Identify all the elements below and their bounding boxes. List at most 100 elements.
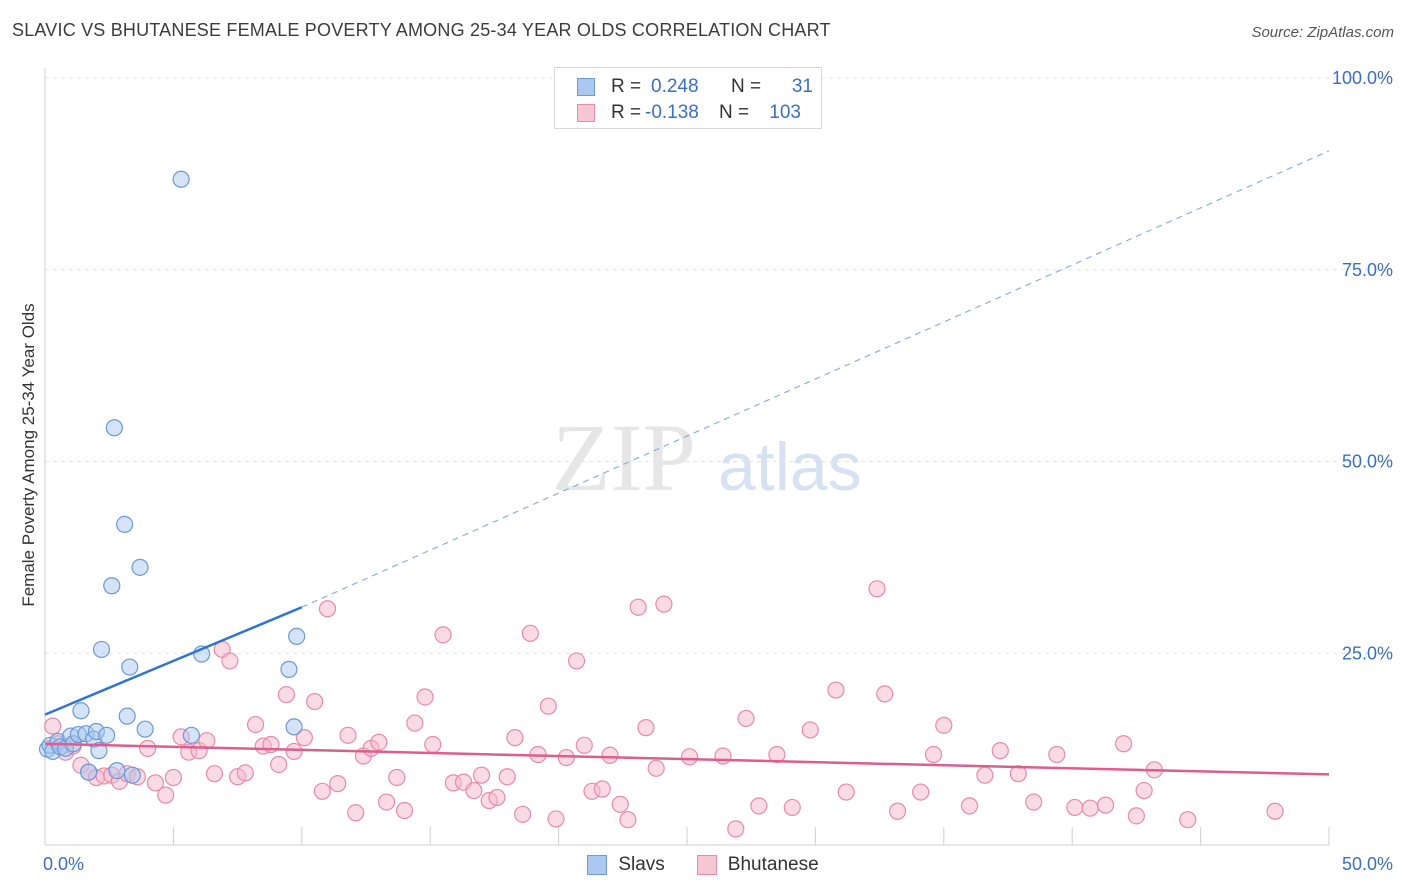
watermark-zip: ZIP <box>552 404 696 511</box>
bhutanese-point <box>434 626 452 644</box>
slavs-point <box>288 627 306 645</box>
bhutanese-point <box>714 747 732 765</box>
bhutanese-point <box>567 652 586 670</box>
slavs-point <box>103 577 121 595</box>
series-legend: Slavs Bhutanese <box>0 852 1406 878</box>
bhutanese-point <box>611 795 629 813</box>
legend-n-value: 103 <box>769 102 801 123</box>
bhutanese-point <box>1081 799 1099 817</box>
slavs-point <box>182 726 200 744</box>
bhutanese-point <box>924 745 943 764</box>
bhutanese-point <box>1135 781 1153 800</box>
legend-r-value: 0.248 <box>651 76 699 97</box>
bhutanese-point <box>1025 793 1043 811</box>
bhutanese-point <box>619 811 637 829</box>
bhutanese-point <box>506 729 524 747</box>
tick-labels: 25.0% 50.0% 75.0% 100.0% 0.0% 50.0% <box>43 68 1393 874</box>
bhutanese-point <box>876 685 894 703</box>
bhutanese-point <box>277 686 295 704</box>
gridlines <box>45 77 1392 654</box>
bhutanese-point <box>313 782 331 800</box>
slavs-point <box>123 766 141 784</box>
bhutanese-point <box>750 797 768 815</box>
bhutanese-point <box>935 716 953 734</box>
slavs-point <box>285 718 303 736</box>
bhutanese-point <box>888 802 907 820</box>
x-tick-label: 0.0% <box>43 854 84 874</box>
legend-item-slavs[interactable]: Slavs <box>587 854 665 876</box>
slavs-trend-extension <box>301 150 1330 608</box>
legend-n-value: 31 <box>791 76 813 97</box>
bhutanese-point <box>514 805 532 823</box>
bhutanese-point <box>647 759 665 777</box>
slavs-point <box>90 742 108 760</box>
slavs-point <box>280 660 298 678</box>
bhutanese-point <box>339 726 357 744</box>
bhutanese-point <box>221 652 239 670</box>
source-label: Source: ZipAtlas.com <box>1251 24 1394 41</box>
bhutanese-point <box>801 721 819 739</box>
slavs-trend-line <box>44 606 303 716</box>
slavs-point <box>72 702 90 720</box>
bhutanese-point <box>783 798 801 817</box>
slavs-point <box>105 419 123 437</box>
legend-item-bhutanese[interactable]: Bhutanese <box>696 854 819 876</box>
bhutanese-point <box>472 766 491 784</box>
bhutanese-point <box>1114 735 1133 753</box>
slavs-point <box>98 726 116 744</box>
bhutanese-point <box>318 600 337 618</box>
bhutanese-point <box>991 742 1009 760</box>
bhutanese-point <box>1048 745 1066 764</box>
watermark-atlas: atlas <box>718 429 862 505</box>
bhutanese-point <box>960 797 979 815</box>
bhutanese-point <box>347 804 365 822</box>
slavs-point <box>136 720 154 738</box>
bhutanese-point <box>912 783 930 801</box>
bhutanese-point <box>539 697 557 715</box>
chart-title: SLAVIC VS BHUTANESE FEMALE POVERTY AMONG… <box>12 20 831 40</box>
bhutanese-point <box>680 748 699 766</box>
bhutanese-point <box>157 786 175 804</box>
bhutanese-point <box>424 735 442 754</box>
bhutanese-point <box>370 733 388 751</box>
bhutanese-point <box>395 801 414 820</box>
bhutanese-point <box>1096 796 1115 814</box>
bhutanese-point <box>593 780 611 798</box>
bhutanese-point <box>295 729 313 747</box>
stats-legend: R = 0.248 N = 31 R = -0.138 N = 103 <box>554 67 822 129</box>
watermark: ZIP atlas <box>552 404 862 511</box>
slavs-point <box>116 515 134 533</box>
bhutanese-trend-line <box>44 742 1330 776</box>
bhutanese-point <box>285 742 303 761</box>
axes <box>44 68 1330 846</box>
bhutanese-point <box>1179 811 1197 829</box>
y-tick-label: 75.0% <box>1342 260 1393 280</box>
legend-row-bhutanese: R = -0.138 N = 103 <box>577 100 801 126</box>
bhutanese-point <box>416 688 434 706</box>
slavs-points <box>38 170 306 784</box>
bhutanese-point <box>498 768 516 786</box>
legend-swatch-slavs <box>577 78 595 96</box>
y-tick-label: 50.0% <box>1342 452 1393 472</box>
bhutanese-point <box>377 793 396 811</box>
bhutanese-point <box>146 774 165 792</box>
bhutanese-point <box>1127 807 1146 825</box>
bhutanese-point <box>44 717 62 735</box>
y-axis-label: Female Poverty Among 25-34 Year Olds <box>19 303 38 607</box>
trend-lines <box>44 150 1330 776</box>
legend-n-label: N = <box>731 76 762 97</box>
bhutanese-point <box>655 595 673 613</box>
bhutanese-point <box>465 781 483 800</box>
bhutanese-point <box>205 765 224 783</box>
y-tick-label: 100.0% <box>1332 68 1393 88</box>
bhutanese-point <box>547 810 565 828</box>
slavs-point <box>121 658 139 676</box>
slavs-label: Slavs <box>618 854 665 875</box>
bhutanese-label: Bhutanese <box>727 854 819 875</box>
bhutanese-point <box>827 681 845 699</box>
bhutanese-point <box>1266 802 1284 820</box>
bhutanese-point <box>329 775 347 793</box>
bhutanese-point <box>164 768 182 787</box>
bhutanese-point <box>246 715 265 734</box>
